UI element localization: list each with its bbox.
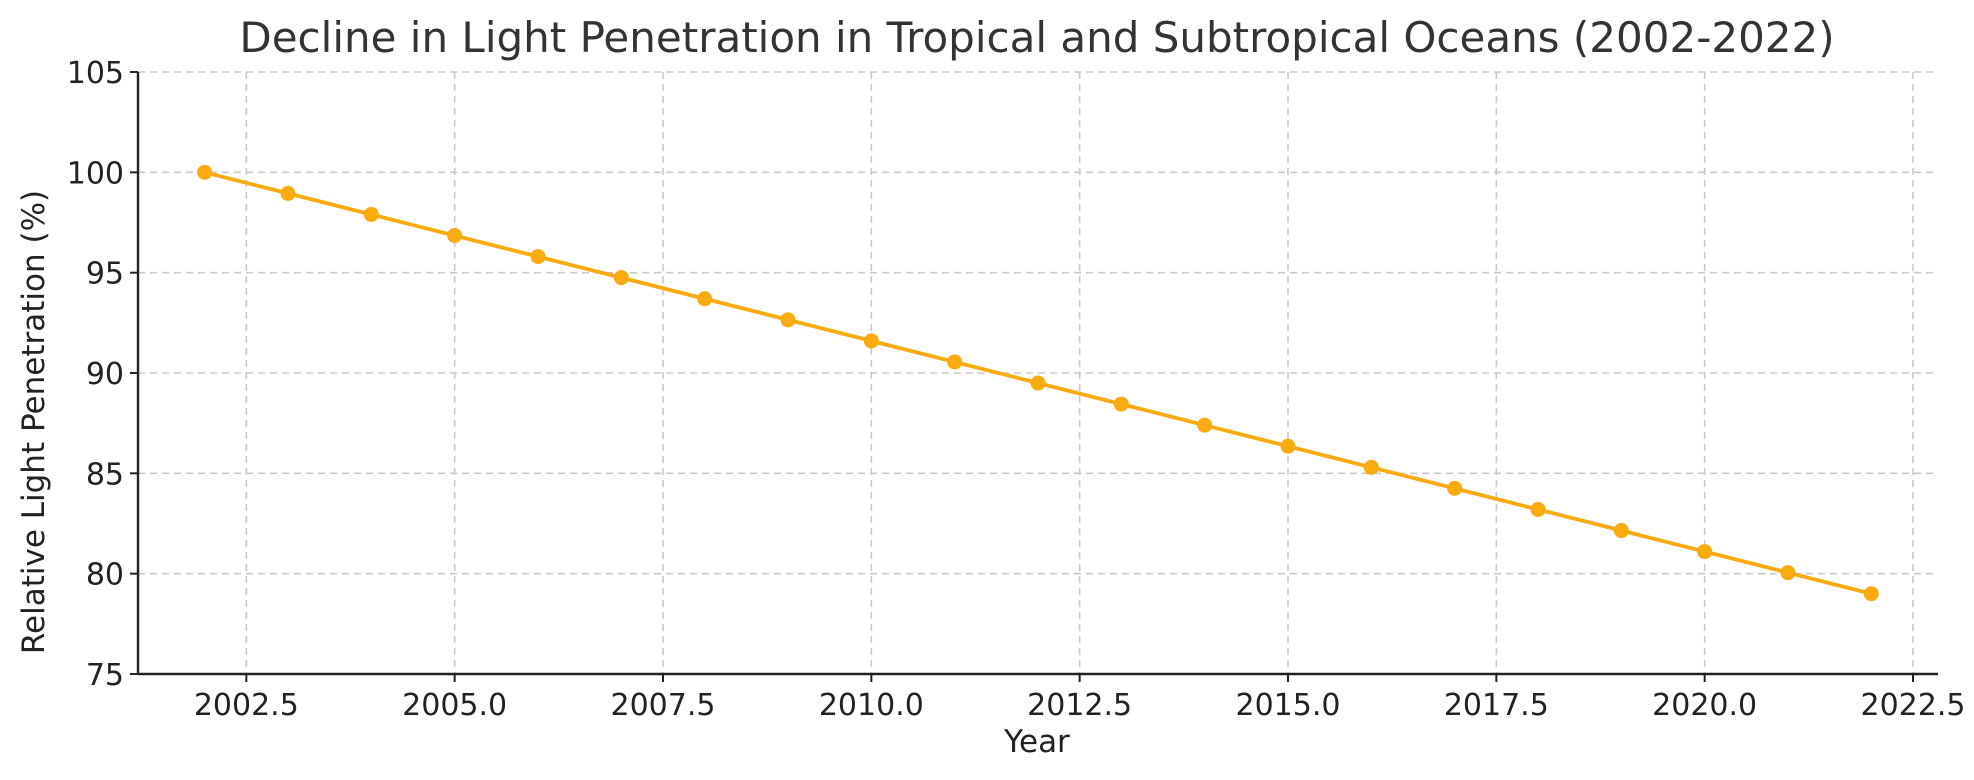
x-tick-label: 2020.0 <box>1652 688 1757 723</box>
y-tick-label: 95 <box>86 257 124 292</box>
y-tick-label: 85 <box>86 457 124 492</box>
grid <box>138 71 1938 674</box>
x-axis-label: Year <box>1003 724 1070 760</box>
data-point <box>863 333 879 349</box>
data-point <box>780 312 796 328</box>
y-tick-label: 100 <box>67 156 124 191</box>
y-axis-ticks: 75 80 85 90 95 100 105 <box>67 56 138 693</box>
chart-title: Decline in Light Penetration in Tropical… <box>239 13 1834 62</box>
y-tick-label: 90 <box>86 357 124 392</box>
x-tick-label: 2022.5 <box>1861 688 1966 723</box>
y-tick-label: 80 <box>86 558 124 593</box>
data-point <box>1863 586 1879 602</box>
data-point <box>197 164 213 180</box>
x-tick-label: 2007.5 <box>611 688 716 723</box>
x-tick-label: 2002.5 <box>194 688 299 723</box>
data-point <box>1697 544 1713 560</box>
x-tick-label: 2015.0 <box>1236 688 1341 723</box>
data-point <box>1030 375 1046 391</box>
x-tick-label: 2012.5 <box>1027 688 1132 723</box>
data-point <box>447 228 463 244</box>
data-point <box>1113 396 1129 412</box>
data-point <box>530 249 546 265</box>
x-axis-ticks: 2002.5 2005.0 2007.5 2010.0 2012.5 2015.0 2017… <box>194 674 1966 723</box>
data-point <box>1280 438 1296 454</box>
y-tick-label: 105 <box>67 56 124 91</box>
data-point <box>613 270 629 286</box>
data-point <box>280 185 296 201</box>
data-point <box>1363 459 1379 475</box>
data-point <box>697 291 713 307</box>
y-axis-label: Relative Light Penetration (%) <box>16 190 52 654</box>
data-point <box>947 354 963 370</box>
data-point <box>1530 501 1546 517</box>
y-tick-label: 75 <box>86 658 124 693</box>
series-light-penetration <box>197 164 1879 602</box>
x-tick-label: 2017.5 <box>1444 688 1549 723</box>
x-tick-label: 2005.0 <box>402 688 507 723</box>
x-tick-label: 2010.0 <box>819 688 924 723</box>
data-point <box>1197 417 1213 433</box>
data-point <box>1613 523 1629 539</box>
data-point <box>1780 565 1796 581</box>
data-point <box>1447 480 1463 496</box>
data-point <box>363 206 379 222</box>
